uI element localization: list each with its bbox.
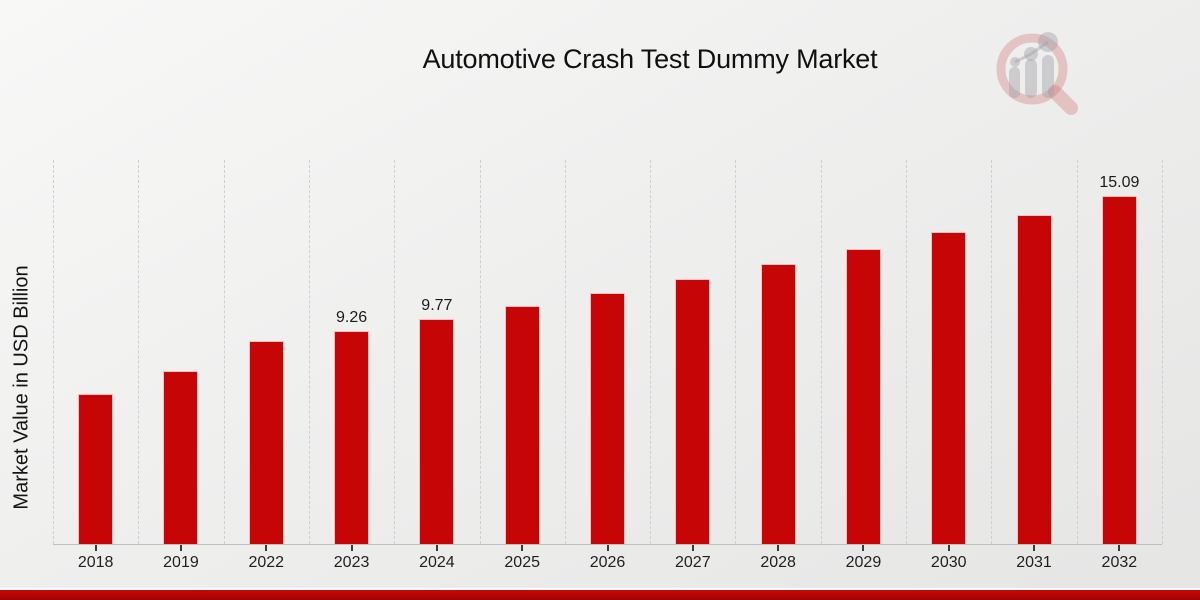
gridline	[906, 160, 908, 544]
x-tick-label-2019: 2019	[163, 554, 199, 571]
gridline	[1162, 160, 1163, 544]
x-tick-label-2032: 2032	[1101, 554, 1138, 571]
x-tick	[179, 545, 182, 551]
y-axis-label: Market Value in USD Billion	[10, 265, 33, 510]
x-tick	[691, 545, 694, 551]
chart-title: Automotive Crash Test Dummy Market	[422, 44, 878, 74]
x-tick	[265, 545, 268, 551]
bar-2032	[1101, 196, 1137, 544]
bar-2018	[78, 394, 114, 544]
x-tick	[1118, 545, 1121, 551]
x-tick-label-2024: 2024	[419, 554, 455, 571]
x-tick	[862, 545, 865, 551]
bar-2025	[504, 306, 540, 544]
x-tick-label-2022: 2022	[248, 554, 285, 571]
gridline	[479, 160, 481, 544]
bottom-stripe	[0, 588, 1200, 600]
x-tick-label-2023: 2023	[333, 554, 370, 571]
x-tick	[606, 545, 609, 551]
x-tick-label-2031: 2031	[1016, 554, 1052, 571]
x-tick	[94, 545, 97, 551]
gridline	[53, 160, 54, 544]
bar-value-label-2024: 9.77	[421, 296, 453, 314]
x-tick-label-2029: 2029	[845, 554, 882, 571]
gridline	[138, 160, 140, 544]
x-tick-label-2025: 2025	[504, 554, 540, 571]
bar-value-label-2023: 9.26	[335, 308, 368, 326]
gridline	[735, 160, 737, 544]
bar-value-label-2032: 15.09	[1099, 174, 1140, 192]
gridline	[308, 160, 310, 544]
bar-2028	[760, 264, 796, 544]
plot-area: 9.26 9.77 15.09	[53, 160, 1163, 545]
x-tick-label-2018: 2018	[77, 554, 114, 571]
x-tick	[947, 545, 950, 551]
x-tick	[777, 545, 780, 551]
x-tick	[350, 545, 353, 551]
x-tick-label-2026: 2026	[589, 554, 626, 571]
bar-2023	[334, 330, 370, 544]
bar-2029	[845, 248, 881, 544]
bar-2027	[675, 279, 711, 544]
bar-2030	[931, 232, 967, 544]
bar-2019	[163, 371, 199, 544]
x-tick-label-2028: 2028	[760, 554, 796, 571]
magnifier-growth-chart-logo-icon	[996, 32, 1078, 115]
bar-2024	[419, 318, 455, 544]
x-tick	[1033, 545, 1036, 551]
gridline	[564, 160, 566, 544]
x-tick-label-2027: 2027	[675, 554, 711, 571]
gridline	[223, 160, 225, 544]
gridline	[991, 160, 993, 544]
gridline	[1076, 160, 1078, 544]
bar-2022	[248, 341, 284, 544]
x-tick	[435, 545, 438, 551]
gridline	[820, 160, 822, 544]
gridline	[650, 160, 652, 544]
x-tick-label-2030: 2030	[930, 554, 967, 571]
bar-2031	[1016, 214, 1052, 544]
bar-2026	[590, 293, 625, 544]
gridline	[394, 160, 396, 544]
x-tick	[521, 545, 524, 551]
